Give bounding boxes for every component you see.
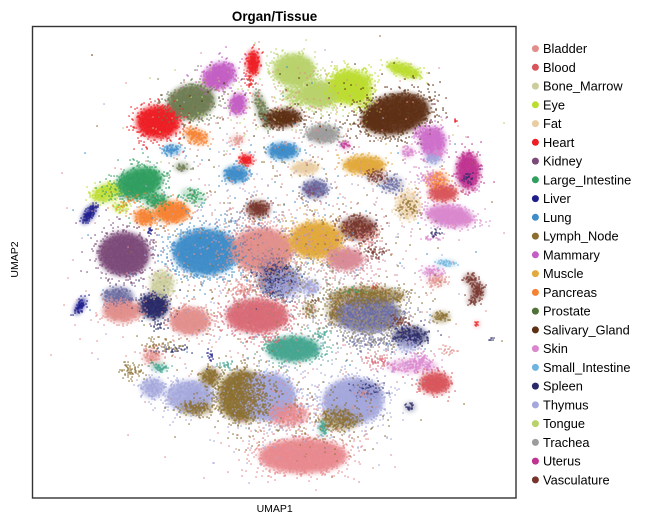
svg-text:Lymph_Node: Lymph_Node bbox=[543, 229, 619, 244]
svg-text:Thymus: Thymus bbox=[543, 398, 589, 413]
svg-text:Small_Intestine: Small_Intestine bbox=[543, 360, 631, 375]
svg-text:Skin: Skin bbox=[543, 341, 568, 356]
svg-text:Mammary: Mammary bbox=[543, 247, 600, 262]
svg-text:Salivary_Gland: Salivary_Gland bbox=[543, 323, 630, 338]
svg-text:Vasculature: Vasculature bbox=[543, 473, 610, 488]
svg-text:Lung: Lung bbox=[543, 210, 571, 225]
svg-text:Eye: Eye bbox=[543, 97, 565, 112]
svg-text:Liver: Liver bbox=[543, 191, 571, 206]
svg-text:Organ/Tissue: Organ/Tissue bbox=[232, 9, 317, 24]
svg-text:Muscle: Muscle bbox=[543, 266, 584, 281]
svg-text:Bone_Marrow: Bone_Marrow bbox=[543, 79, 623, 94]
svg-text:Prostate: Prostate bbox=[543, 304, 591, 319]
svg-text:Spleen: Spleen bbox=[543, 379, 583, 394]
svg-text:Kidney: Kidney bbox=[543, 154, 583, 169]
svg-text:Trachea: Trachea bbox=[543, 435, 590, 450]
svg-text:Blood: Blood bbox=[543, 60, 576, 75]
svg-text:Tongue: Tongue bbox=[543, 416, 585, 431]
svg-text:Bladder: Bladder bbox=[543, 41, 588, 56]
svg-text:Large_Intestine: Large_Intestine bbox=[543, 172, 631, 187]
svg-text:UMAP2: UMAP2 bbox=[9, 241, 21, 277]
svg-text:Uterus: Uterus bbox=[543, 454, 581, 469]
svg-text:Fat: Fat bbox=[543, 116, 562, 131]
svg-text:Pancreas: Pancreas bbox=[543, 285, 597, 300]
svg-text:UMAP1: UMAP1 bbox=[257, 503, 293, 515]
svg-text:Heart: Heart bbox=[543, 135, 575, 150]
